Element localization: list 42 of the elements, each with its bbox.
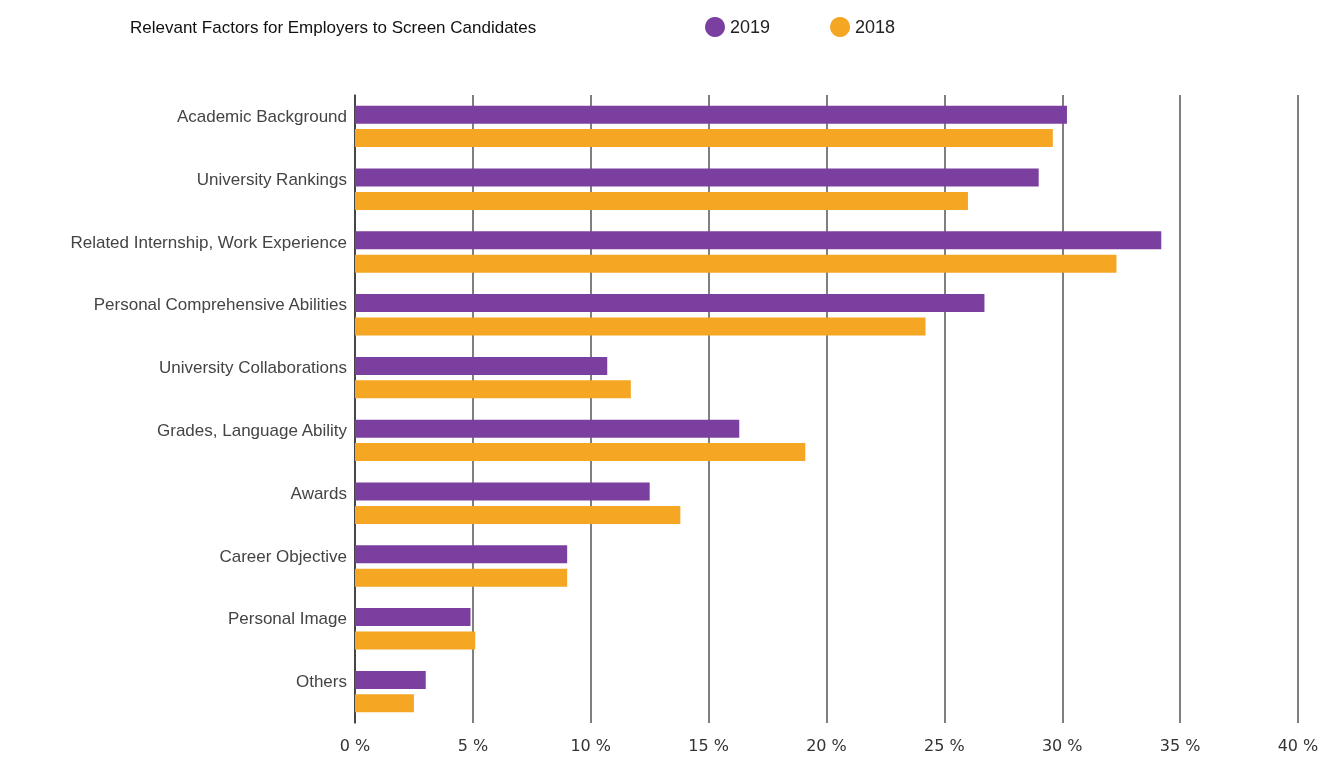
y-tick-label: Related Internship, Work Experience: [70, 232, 347, 252]
y-tick-label: Awards: [290, 483, 347, 503]
x-tick-label: 0 %: [339, 735, 371, 755]
y-tick-label: Personal Comprehensive Abilities: [93, 295, 347, 315]
x-tick-label: 40 %: [1277, 735, 1319, 755]
legend-label: 2019: [730, 17, 771, 37]
y-tick-label: Others: [295, 672, 347, 692]
bar: [355, 608, 471, 627]
bar: [355, 380, 631, 399]
x-tick-label: 30 %: [1041, 735, 1083, 755]
y-tick-label: Personal Image: [227, 609, 347, 629]
bar: [355, 356, 608, 375]
x-tick-label: 25 %: [924, 735, 965, 755]
bar: [355, 631, 476, 650]
chart-title: Relevant Factors for Employers to Screen Candidates: [130, 18, 537, 37]
y-tick-label: Grades, Language Ability: [157, 420, 348, 440]
bar: [355, 505, 681, 524]
x-tick-label: 20 %: [806, 735, 847, 755]
bar: [355, 545, 568, 564]
bar: [355, 105, 1067, 124]
bar: [355, 168, 1039, 187]
bar: [355, 443, 806, 462]
bar: [355, 231, 1162, 250]
x-tick-label: 10 %: [570, 735, 612, 755]
bar: [355, 482, 650, 501]
bar: [355, 317, 926, 336]
bar: [355, 670, 426, 689]
x-tick-label: 35 %: [1159, 735, 1201, 755]
y-tick-label: University Rankings: [196, 169, 347, 189]
bar: [355, 254, 1117, 273]
bar: [355, 694, 414, 713]
bar: [355, 191, 968, 210]
bar: [355, 129, 1053, 148]
bar: [355, 294, 985, 313]
y-tick-label: Career Objective: [219, 546, 347, 566]
y-tick-label: Academic Background: [176, 106, 347, 126]
y-tick-label: University Collaborations: [158, 358, 347, 378]
x-tick-label: 5 %: [457, 735, 489, 755]
x-tick-label: 15 %: [688, 735, 729, 755]
bar: [355, 568, 568, 587]
bar: [355, 419, 740, 438]
legend-label: 2018: [855, 17, 896, 37]
